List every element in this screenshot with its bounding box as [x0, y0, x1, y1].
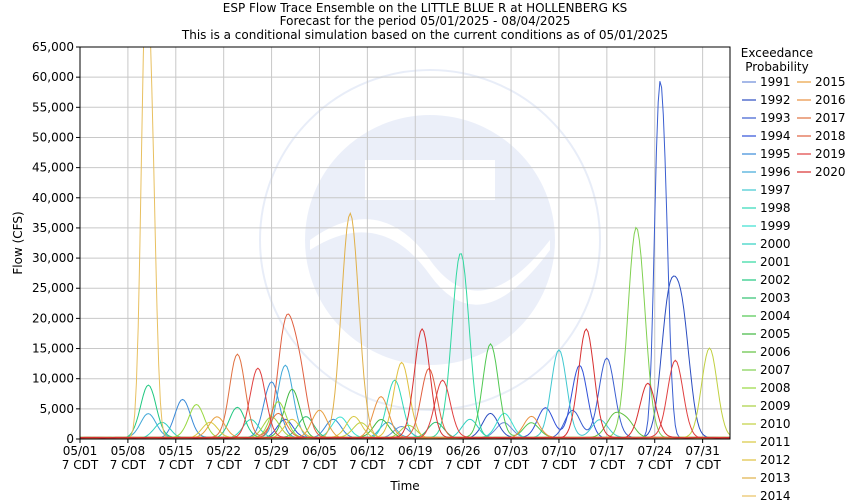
- y-tick-label: 0: [66, 432, 74, 446]
- x-tick-label-date: 06/12: [350, 444, 385, 458]
- x-tick-label-date: 07/17: [590, 444, 625, 458]
- y-tick-label: 5,000: [40, 402, 74, 416]
- x-tick-label-date: 05/15: [158, 444, 193, 458]
- x-tick-label-time: 7 CDT: [684, 458, 721, 472]
- series-line-1999: [80, 412, 730, 439]
- legend-label-2011: 2011: [760, 435, 791, 449]
- legend-label-2001: 2001: [760, 255, 791, 269]
- x-tick-label-date: 07/24: [637, 444, 672, 458]
- legend-label-1997: 1997: [760, 183, 791, 197]
- noaa-watermark: [259, 69, 601, 411]
- y-tick-label: 30,000: [32, 251, 74, 265]
- y-tick-label: 60,000: [32, 70, 74, 84]
- x-tick-label-date: 06/26: [446, 444, 481, 458]
- y-tick-label: 65,000: [32, 40, 74, 54]
- y-tick-label: 45,000: [32, 161, 74, 175]
- x-tick-label-date: 05/08: [111, 444, 146, 458]
- chart-title-line-1: ESP Flow Trace Ensemble on the LITTLE BL…: [223, 1, 627, 15]
- legend-label-2009: 2009: [760, 399, 791, 413]
- y-tick-label: 55,000: [32, 100, 74, 114]
- x-tick-label-date: 07/03: [494, 444, 529, 458]
- legend-label-2020: 2020: [815, 165, 846, 179]
- x-tick-label-time: 7 CDT: [397, 458, 434, 472]
- series-line-2017: [80, 353, 730, 439]
- legend-label-2015: 2015: [815, 75, 846, 89]
- legend-label-1993: 1993: [760, 111, 791, 125]
- x-tick-label-date: 07/10: [542, 444, 577, 458]
- legend-label-2002: 2002: [760, 273, 791, 287]
- legend-label-1992: 1992: [760, 93, 791, 107]
- legend-label-1999: 1999: [760, 219, 791, 233]
- y-tick-label: 10,000: [32, 372, 74, 386]
- legend-label-2018: 2018: [815, 129, 846, 143]
- legend-label-2014: 2014: [760, 489, 791, 500]
- x-tick-label-time: 7 CDT: [205, 458, 242, 472]
- legend-label-2004: 2004: [760, 309, 791, 323]
- x-tick-label-date: 05/22: [206, 444, 241, 458]
- legend-label-1994: 1994: [760, 129, 791, 143]
- legend-title-line-2: Probability: [745, 60, 808, 74]
- y-tick-label: 25,000: [32, 281, 74, 295]
- x-tick-label-time: 7 CDT: [62, 458, 99, 472]
- legend-title-line-1: Exceedance: [741, 46, 813, 60]
- legend-label-1995: 1995: [760, 147, 791, 161]
- x-tick-label-time: 7 CDT: [637, 458, 674, 472]
- y-tick-label: 40,000: [32, 191, 74, 205]
- series-line-2006: [80, 411, 730, 439]
- y-tick-label: 15,000: [32, 342, 74, 356]
- legend-label-1998: 1998: [760, 201, 791, 215]
- series-line-2016: [80, 396, 730, 439]
- y-axis-label: Flow (CFS): [11, 211, 25, 274]
- chart-title-line-2: Forecast for the period 05/01/2025 - 08/…: [280, 14, 571, 28]
- legend-label-2013: 2013: [760, 471, 791, 485]
- x-tick-label-date: 05/01: [63, 444, 98, 458]
- grid: [79, 46, 730, 440]
- legend-label-2000: 2000: [760, 237, 791, 251]
- legend-label-2016: 2016: [815, 93, 846, 107]
- series-lines: [80, 47, 730, 439]
- x-tick-label-time: 7 CDT: [158, 458, 195, 472]
- x-tick-label-time: 7 CDT: [589, 458, 626, 472]
- legend-label-2012: 2012: [760, 453, 791, 467]
- legend-label-2019: 2019: [815, 147, 846, 161]
- legend: 1991 1992 1993 1994 1995 1996 1997 1998 1999 2000…: [742, 75, 846, 503]
- x-tick-label-date: 06/05: [302, 444, 337, 458]
- y-tick-label: 35,000: [32, 221, 74, 235]
- legend-label-1991: 1991: [760, 75, 791, 89]
- plot-frame: [79, 46, 731, 440]
- legend-label-2010: 2010: [760, 417, 791, 431]
- chart-title-line-3: This is a conditional simulation based o…: [181, 28, 668, 42]
- x-tick-label-time: 7 CDT: [301, 458, 338, 472]
- x-tick-label-time: 7 CDT: [541, 458, 578, 472]
- series-line-2020: [80, 327, 730, 439]
- y-tick-label: 20,000: [32, 311, 74, 325]
- legend-label-2017: 2017: [815, 111, 846, 125]
- x-axis-label: Time: [389, 479, 419, 493]
- x-tick-label-time: 7 CDT: [110, 458, 147, 472]
- x-tick-label-time: 7 CDT: [445, 458, 482, 472]
- legend-label-2006: 2006: [760, 345, 791, 359]
- x-tick-label-time: 7 CDT: [349, 458, 386, 472]
- legend-label-2008: 2008: [760, 381, 791, 395]
- legend-label-2005: 2005: [760, 327, 791, 341]
- y-tick-label: 50,000: [32, 130, 74, 144]
- x-tick-label-time: 7 CDT: [493, 458, 530, 472]
- legend-label-2007: 2007: [760, 363, 791, 377]
- x-tick-label-date: 06/19: [398, 444, 433, 458]
- legend-label-1996: 1996: [760, 165, 791, 179]
- x-tick-label-date: 07/31: [685, 444, 720, 458]
- x-tick-label-date: 05/29: [254, 444, 289, 458]
- legend-label-2003: 2003: [760, 291, 791, 305]
- y-axis-ticks: 0 5,000 10,000 15,000 20,000 25,000 30,000 35,0…: [32, 40, 80, 446]
- x-tick-label-time: 7 CDT: [253, 458, 290, 472]
